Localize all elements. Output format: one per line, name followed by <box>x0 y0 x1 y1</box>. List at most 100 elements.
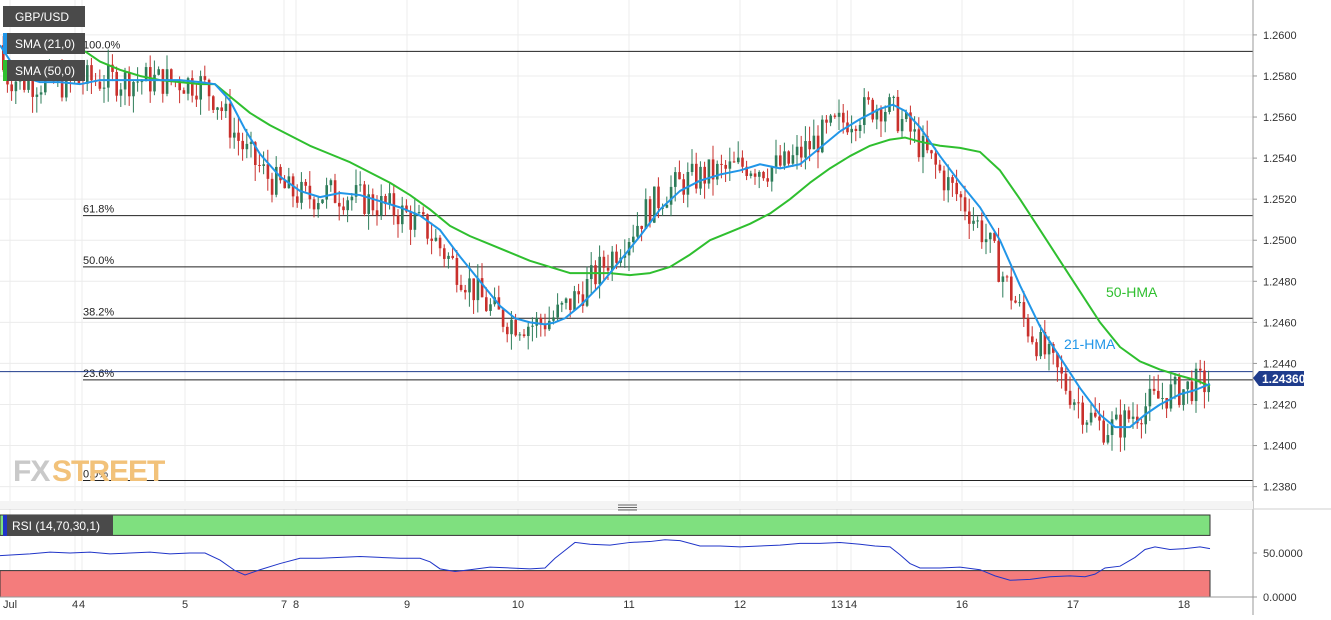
candle-body <box>779 155 782 166</box>
candle-body <box>144 67 148 82</box>
x-tick-label: 14 <box>845 599 857 611</box>
candle-body <box>871 99 874 120</box>
symbol-legend[interactable]: GBP/USD <box>3 6 85 27</box>
y-tick-label: 1.2460 <box>1263 317 1297 329</box>
y-tick-label: 1.2560 <box>1263 112 1297 124</box>
candle-body <box>812 135 816 150</box>
candle-body <box>938 164 942 171</box>
x-tick-label: 5 <box>182 599 188 611</box>
candle-body <box>711 159 715 180</box>
candle-body <box>65 71 68 98</box>
candle-body <box>359 184 362 186</box>
candle-body <box>136 81 139 83</box>
fib-label: 38.2% <box>83 306 114 318</box>
x-tick-label: 9 <box>404 599 410 611</box>
sma50-label: SMA (50,0) <box>15 64 75 78</box>
candle-body <box>1018 302 1021 304</box>
candle-body <box>749 173 753 176</box>
candle-body <box>900 119 904 132</box>
candle-body <box>434 237 438 241</box>
candle-body <box>241 140 244 150</box>
candle-body <box>1203 370 1206 393</box>
candle-body <box>233 132 236 138</box>
candle-body <box>212 96 215 110</box>
y-tick-label: 1.2520 <box>1263 194 1297 206</box>
candle-body <box>804 141 807 158</box>
candle-body <box>90 65 93 81</box>
candle-body <box>669 186 673 205</box>
current-price-value: 1.24360 <box>1262 372 1306 386</box>
x-tick-label: 17 <box>1067 599 1079 611</box>
candle-body <box>1152 388 1156 391</box>
candle-body <box>892 96 895 98</box>
candle-body <box>942 170 946 191</box>
candle-body <box>317 203 320 210</box>
candle-body <box>690 163 694 173</box>
y-tick-label: 1.2540 <box>1263 153 1297 165</box>
candle-body <box>283 180 286 189</box>
annotation-21-hma: 21-HMA <box>1064 336 1116 352</box>
candle-body <box>170 69 173 81</box>
candle-body <box>228 103 232 138</box>
candle-body <box>413 212 417 230</box>
candle-body <box>207 79 211 97</box>
candle-body <box>728 161 732 169</box>
candle-body <box>564 298 568 303</box>
candle-body <box>1022 302 1026 319</box>
candle-body <box>741 157 744 167</box>
sma50-legend[interactable]: SMA (50,0) <box>3 60 85 81</box>
sma21-legend[interactable]: SMA (21,0) <box>3 33 85 54</box>
candle-body <box>1010 276 1013 301</box>
candle-body <box>27 80 30 90</box>
candle-body <box>774 155 778 168</box>
x-tick-label: 4 <box>79 599 85 611</box>
candle-body <box>980 220 984 243</box>
candle-body <box>1110 419 1114 436</box>
candle-body <box>997 240 1000 282</box>
candle-body <box>808 141 811 150</box>
candle-body <box>2 45 5 71</box>
grid-layer <box>0 0 1253 597</box>
candle-body <box>464 289 467 293</box>
candle-body <box>501 309 505 327</box>
candle-body <box>951 177 954 183</box>
candle-body <box>1064 373 1068 391</box>
rsi-legend[interactable]: RSI (14,70,30,1) <box>3 515 113 536</box>
candle-body <box>611 251 614 271</box>
candle-body <box>1119 414 1122 438</box>
candle-body <box>800 146 803 158</box>
candle-body <box>1094 412 1097 417</box>
candle-body <box>107 64 110 88</box>
candle-body <box>787 151 790 164</box>
candle-body <box>703 166 706 184</box>
candle-body <box>191 78 194 96</box>
candle-body <box>338 202 341 207</box>
hma21-line <box>0 44 1211 429</box>
candle-body <box>602 256 606 268</box>
candle-body <box>161 69 165 94</box>
candle-body <box>1098 416 1101 421</box>
annotation-50-hma: 50-HMA <box>1106 284 1158 300</box>
pane-resize-handle[interactable] <box>618 504 637 511</box>
x-tick-label: Jul <box>3 599 17 611</box>
candle-body <box>615 251 618 263</box>
candle-body <box>203 76 207 80</box>
candle-body <box>825 119 828 123</box>
candle-body <box>1140 423 1143 425</box>
rsi-line <box>0 539 1211 581</box>
fib-label: 50.0% <box>83 255 114 267</box>
candle-body <box>1106 435 1110 443</box>
candle-body <box>195 95 198 100</box>
candle-body <box>325 185 328 200</box>
candle-body <box>753 173 757 177</box>
candle-body <box>102 87 106 89</box>
candle-body <box>1169 384 1173 409</box>
candle-body <box>833 115 837 117</box>
candle-body <box>720 163 723 165</box>
candle-body <box>548 320 551 330</box>
candle-body <box>23 74 26 90</box>
candle-body <box>86 65 89 84</box>
candle-body <box>476 278 480 301</box>
candle-body <box>342 206 345 211</box>
candle-body <box>60 74 64 98</box>
